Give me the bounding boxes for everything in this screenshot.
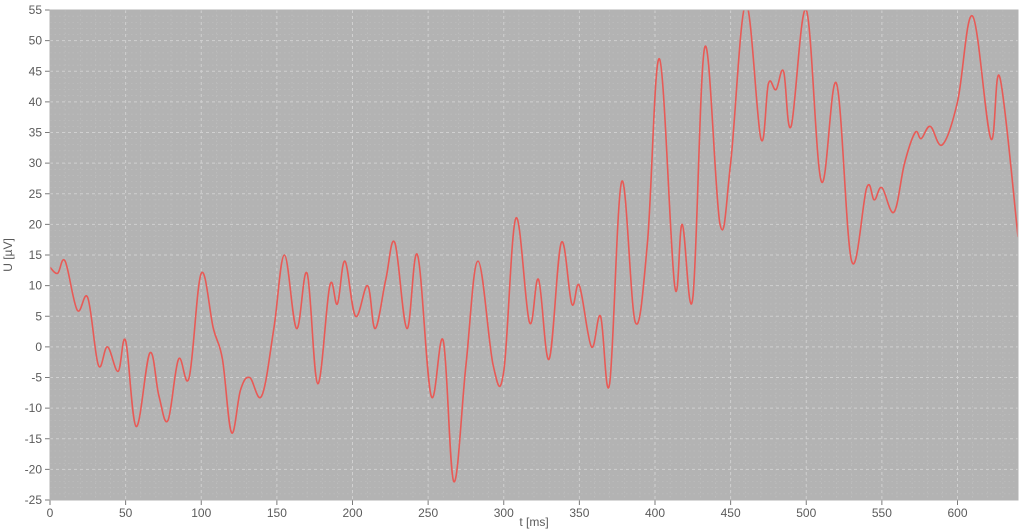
y-tick-label: -10 [25,401,43,415]
x-tick-label: 500 [796,506,816,520]
x-tick-label: 600 [947,506,967,520]
y-tick-label: -20 [25,462,43,476]
y-tick-label: 20 [29,217,43,231]
y-tick-label: 5 [35,309,42,323]
y-tick-label: 25 [29,187,43,201]
x-axis-label: t [ms] [519,515,548,529]
y-tick-label: 0 [35,340,42,354]
x-tick-label: 300 [494,506,514,520]
y-tick-label: 10 [29,279,43,293]
y-tick-label: -25 [25,493,43,507]
y-tick-label: 15 [29,248,43,262]
x-tick-label: 100 [191,506,211,520]
y-tick-label: 30 [29,156,43,170]
x-tick-label: 0 [47,506,54,520]
y-tick-label: 35 [29,126,43,140]
x-tick-label: 200 [342,506,362,520]
x-tick-label: 350 [569,506,589,520]
signal-chart: 050100150200250300350400450500550600-25-… [0,0,1024,529]
y-tick-label: -5 [31,371,42,385]
x-tick-label: 400 [645,506,665,520]
x-tick-label: 550 [872,506,892,520]
x-tick-label: 450 [721,506,741,520]
y-tick-label: 55 [29,3,43,17]
x-tick-label: 50 [119,506,133,520]
y-tick-label: 45 [29,64,43,78]
y-tick-label: -15 [25,432,43,446]
y-tick-label: 40 [29,95,43,109]
y-tick-label: 50 [29,34,43,48]
y-axis-label: U [µV] [1,238,15,272]
x-tick-label: 250 [418,506,438,520]
x-tick-label: 150 [267,506,287,520]
